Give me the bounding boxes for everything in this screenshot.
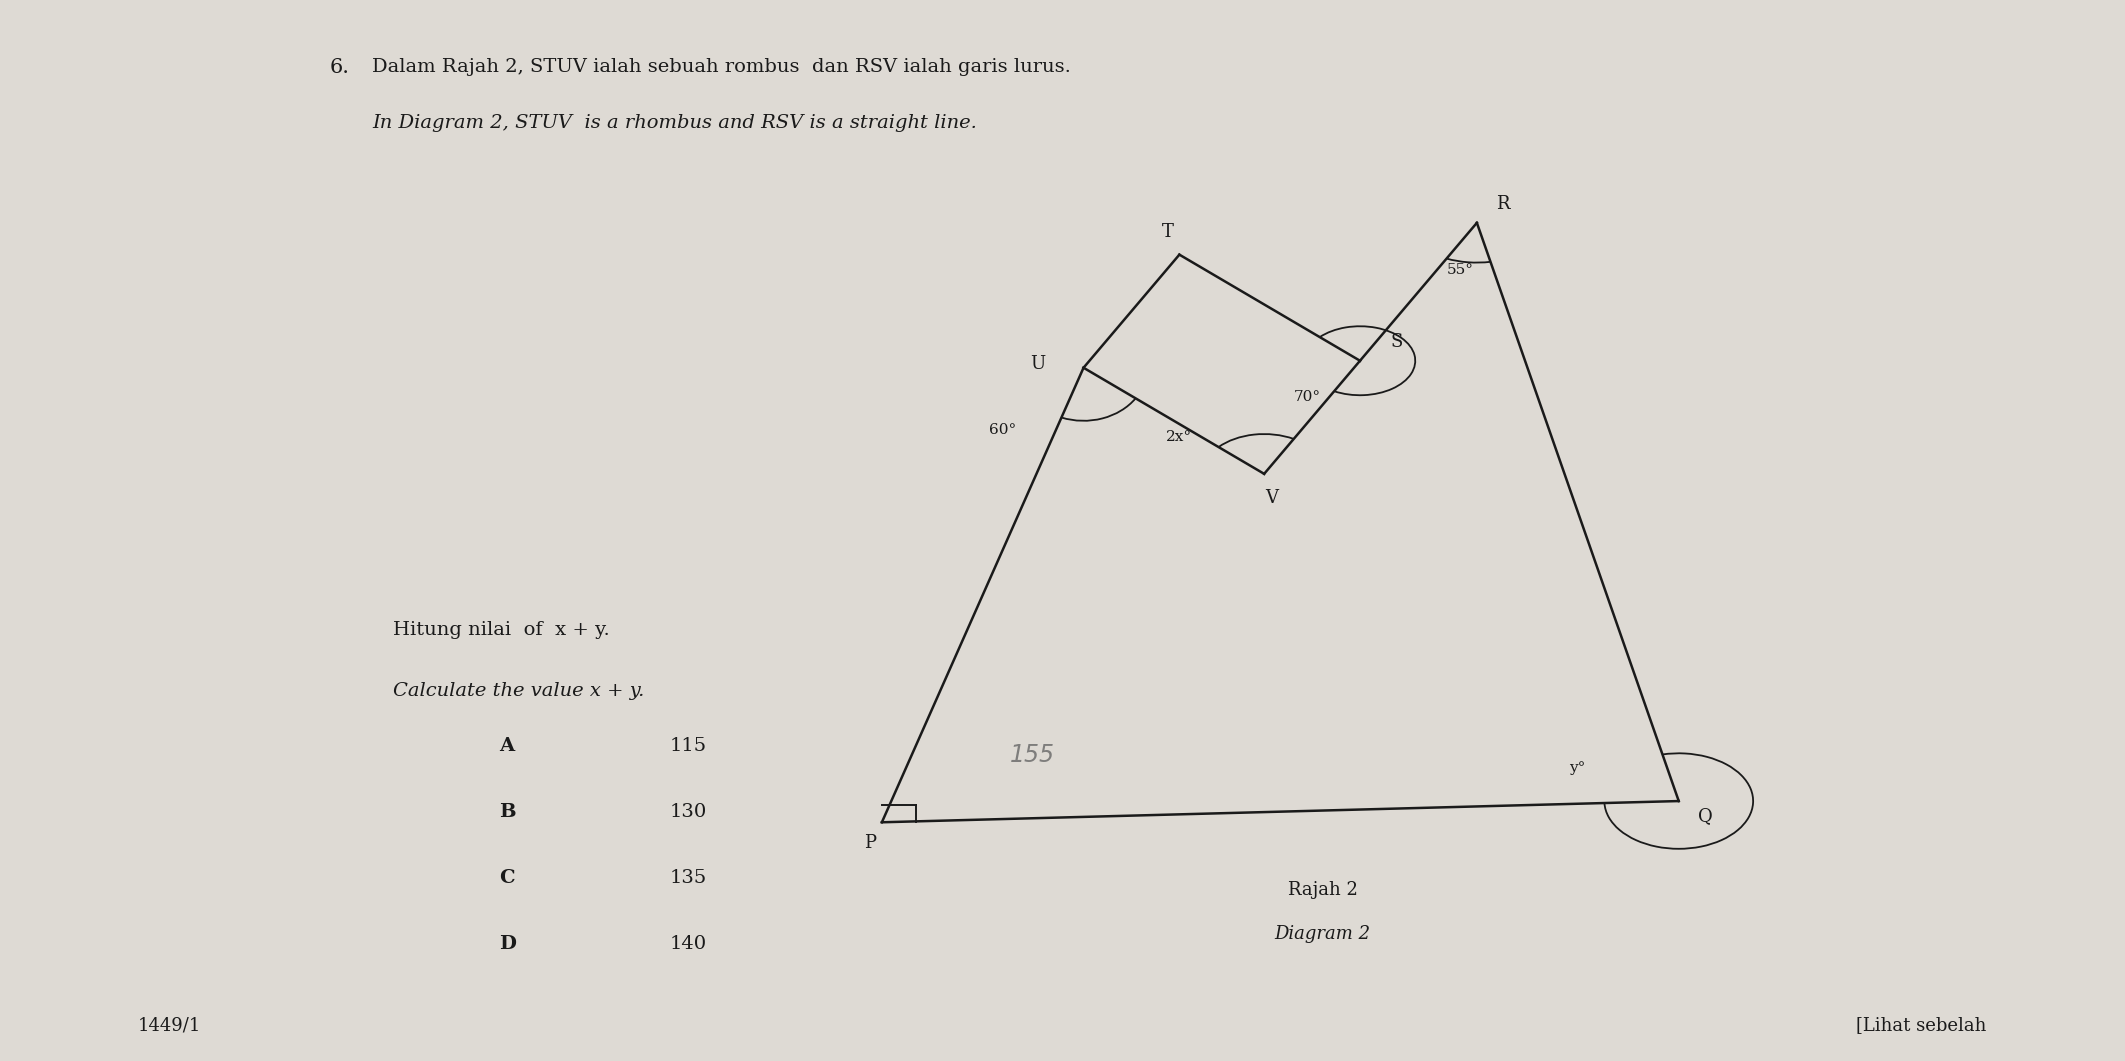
Text: Calculate the value x + y.: Calculate the value x + y.: [393, 682, 644, 700]
Text: 6.: 6.: [329, 58, 348, 77]
Text: [Lihat sebelah: [Lihat sebelah: [1857, 1016, 1987, 1034]
Text: T: T: [1162, 223, 1173, 241]
Text: S: S: [1390, 333, 1402, 351]
Text: y°: y°: [1568, 761, 1585, 775]
Text: B: B: [499, 803, 516, 821]
Text: V: V: [1264, 489, 1279, 507]
Text: 60°: 60°: [988, 423, 1016, 437]
Text: 2x°: 2x°: [1167, 430, 1192, 445]
Text: 70°: 70°: [1294, 390, 1320, 404]
Text: 115: 115: [669, 737, 706, 755]
Text: 155: 155: [1009, 743, 1054, 767]
Text: R: R: [1496, 195, 1509, 213]
Text: A: A: [499, 737, 514, 755]
Text: Dalam Rajah 2, STUV ialah sebuah rombus  dan RSV ialah garis lurus.: Dalam Rajah 2, STUV ialah sebuah rombus …: [372, 58, 1071, 76]
Text: D: D: [499, 935, 516, 953]
Text: 1449/1: 1449/1: [138, 1016, 202, 1034]
Text: Hitung nilai  of  x + y.: Hitung nilai of x + y.: [393, 621, 610, 639]
Text: 140: 140: [669, 935, 706, 953]
Text: 130: 130: [669, 803, 708, 821]
Text: 55°: 55°: [1447, 263, 1473, 277]
Text: U: U: [1031, 355, 1046, 372]
Text: 135: 135: [669, 869, 708, 887]
Text: Rajah 2: Rajah 2: [1288, 881, 1358, 899]
Text: C: C: [499, 869, 514, 887]
Text: In Diagram 2, STUV  is a rhombus and RSV is a straight line.: In Diagram 2, STUV is a rhombus and RSV …: [372, 114, 978, 132]
Text: Diagram 2: Diagram 2: [1275, 925, 1371, 943]
Text: P: P: [865, 834, 875, 852]
Text: Q: Q: [1698, 806, 1713, 824]
